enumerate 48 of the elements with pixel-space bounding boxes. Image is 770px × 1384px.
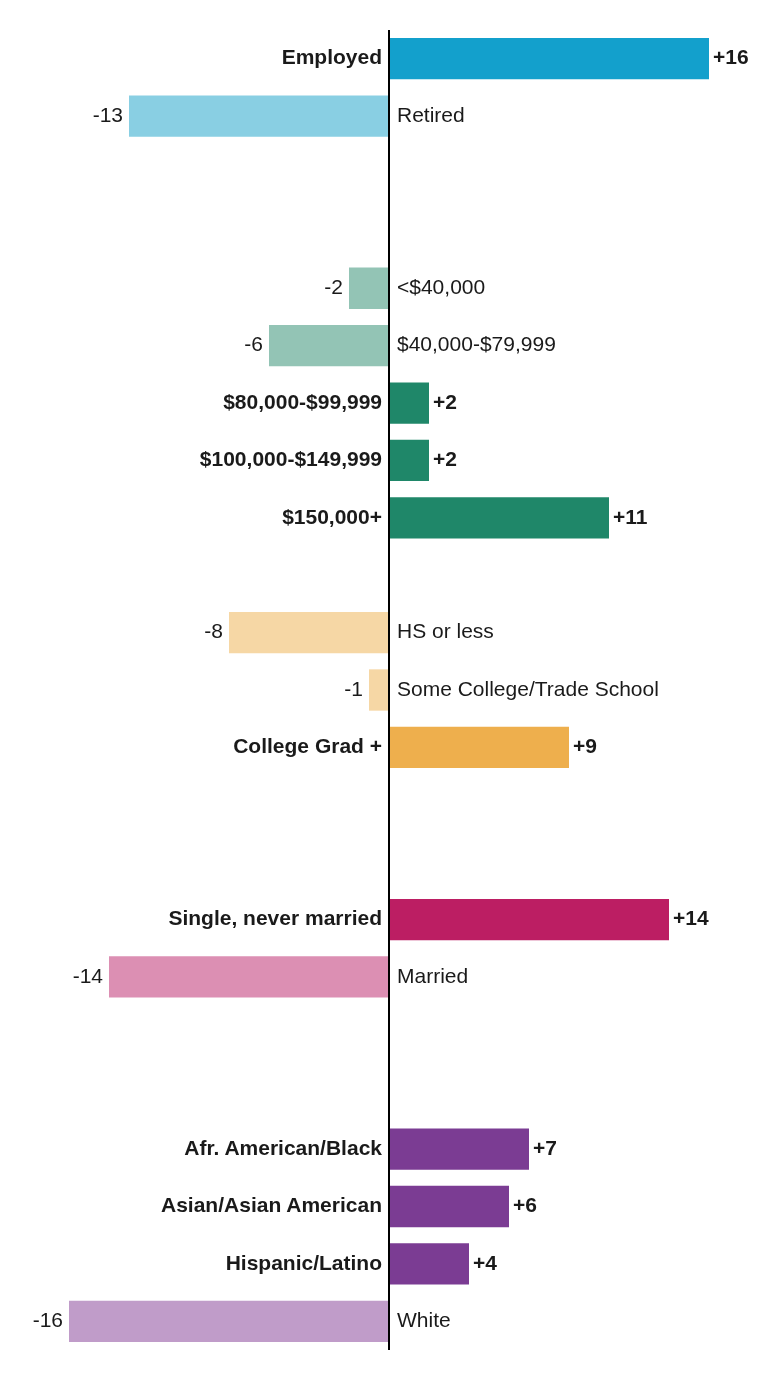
- data-label: +16: [713, 45, 749, 69]
- data-label: +2: [433, 447, 457, 471]
- y-tick-label: Married: [397, 963, 469, 987]
- data-label: +6: [513, 1193, 537, 1217]
- y-tick-label: $100,000-$149,999: [199, 447, 382, 471]
- data-label: +14: [673, 906, 709, 930]
- y-tick-label: Hispanic/Latino: [225, 1250, 382, 1274]
- y-tick-label: Some College/Trade School: [397, 676, 659, 700]
- bar: [109, 956, 389, 998]
- data-label: -1: [344, 676, 363, 700]
- bar: [389, 38, 709, 80]
- y-tick-label: Retired: [397, 102, 465, 126]
- y-tick-label: <$40,000: [397, 275, 486, 299]
- data-label: -14: [72, 963, 104, 987]
- bar: [389, 497, 609, 539]
- y-tick-label: Asian/Asian American: [161, 1193, 382, 1217]
- bar: [389, 726, 569, 769]
- data-label: +7: [533, 1135, 557, 1159]
- y-tick-label: White: [397, 1308, 451, 1332]
- y-tick-label: $80,000-$99,999: [223, 389, 382, 413]
- data-label: +11: [613, 504, 648, 528]
- y-tick-label: College Grad +: [233, 734, 382, 758]
- bar: [229, 611, 389, 654]
- bar: [269, 324, 389, 367]
- y-tick-label: Employed: [281, 45, 382, 69]
- bar: [349, 267, 389, 309]
- y-tick-label: HS or less: [397, 619, 494, 643]
- bar: [369, 669, 389, 711]
- data-label: -6: [244, 332, 263, 356]
- bar: [389, 1128, 529, 1170]
- bar: [69, 1300, 389, 1342]
- data-label: -8: [204, 619, 223, 643]
- data-label: -13: [92, 102, 123, 126]
- bar: [389, 439, 429, 482]
- bar: [129, 95, 389, 137]
- bar: [389, 1243, 469, 1285]
- bar: [389, 1185, 509, 1228]
- data-label: -2: [324, 275, 343, 299]
- data-label: -16: [32, 1308, 63, 1332]
- bar: [389, 382, 429, 424]
- y-tick-label: $150,000+: [282, 504, 382, 528]
- data-label: +2: [433, 389, 457, 413]
- data-label: +9: [573, 734, 597, 758]
- bar: [389, 898, 669, 941]
- y-tick-label: Single, never married: [168, 906, 382, 930]
- y-tick-label: $40,000-$79,999: [397, 332, 556, 356]
- data-label: +4: [473, 1250, 498, 1274]
- y-tick-label: Afr. American/Black: [184, 1135, 383, 1159]
